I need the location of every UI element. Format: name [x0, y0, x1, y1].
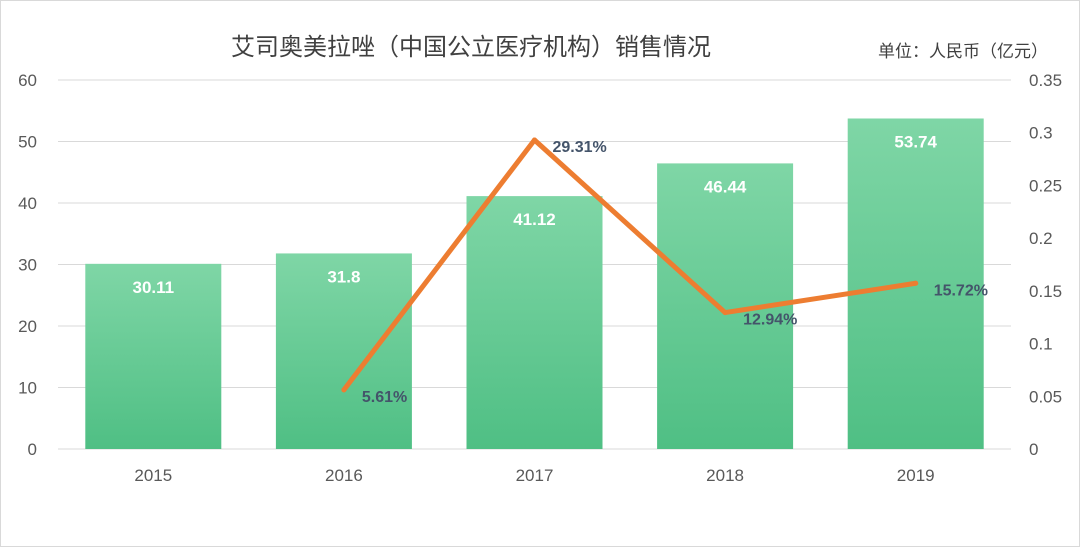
y-right-tick-label: 0.25	[1029, 176, 1062, 195]
y-right-tick-label: 0.3	[1029, 124, 1053, 143]
x-tick-label: 2018	[706, 466, 744, 485]
y-left-tick-label: 30	[18, 256, 37, 275]
y-left-tick-label: 0	[28, 440, 37, 459]
bar-value-label: 41.12	[513, 210, 556, 229]
bar-value-label: 46.44	[704, 177, 747, 196]
line-value-label: 15.72%	[934, 282, 988, 299]
bar-value-label: 53.74	[894, 132, 937, 151]
line-point	[532, 137, 537, 143]
y-left-tick-label: 50	[18, 133, 37, 152]
x-tick-label: 2017	[516, 466, 554, 485]
x-tick-label: 2019	[897, 466, 935, 485]
line-value-label: 5.61%	[362, 389, 407, 406]
line-value-label: 29.31%	[553, 139, 607, 156]
y-right-tick-label: 0.05	[1029, 387, 1062, 406]
y-left-tick-label: 40	[18, 194, 37, 213]
y-right-tick-label: 0	[1029, 440, 1038, 459]
x-tick-label: 2016	[325, 466, 363, 485]
bar	[85, 263, 222, 449]
data-labels: 30.11 31.8 41.12 46.44 53.74 5.61% 29.31% 12.94…	[132, 132, 987, 405]
line-value-label: 12.94%	[743, 312, 797, 329]
y-right-tick-label: 0.2	[1029, 229, 1053, 248]
bar	[275, 253, 412, 449]
y-left-tick-label: 20	[18, 317, 37, 336]
growth-line-series	[341, 137, 919, 393]
y-left-tick-label: 10	[18, 379, 37, 398]
line-point	[341, 387, 347, 393]
chart-title: 艾司奥美拉唑（中国公立医疗机构）销售情况	[231, 33, 711, 61]
axes: 0 10 20 30 40 50 60 0 0.05 0.1 0.15 0.2 0.25 0.3 0.35 2…	[18, 71, 1062, 485]
y-right-tick-label: 0.15	[1029, 282, 1062, 301]
unit-label: 单位：人民币（亿元）	[878, 42, 1048, 62]
bar	[466, 196, 603, 449]
bar-series	[85, 118, 984, 450]
x-tick-label: 2015	[134, 466, 172, 485]
line-point	[722, 310, 728, 316]
y-right-tick-label: 0.35	[1029, 71, 1062, 90]
bar-value-label: 31.8	[327, 267, 360, 286]
growth-line	[341, 137, 919, 393]
bar-value-label: 30.11	[132, 278, 174, 297]
y-right-tick-label: 0.1	[1029, 335, 1053, 354]
y-left-tick-label: 60	[18, 71, 37, 90]
line-point	[913, 280, 919, 286]
